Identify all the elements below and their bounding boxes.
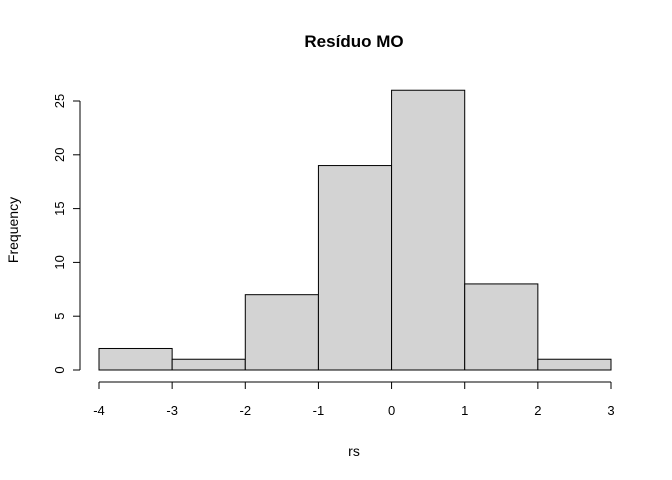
y-tick-label: 25 — [52, 94, 67, 108]
histogram-bar — [98, 347, 173, 371]
x-tick-label: -2 — [240, 403, 252, 418]
y-tick-label: 0 — [52, 366, 67, 373]
x-tick-label: -1 — [313, 403, 325, 418]
y-tick-label: 5 — [52, 313, 67, 320]
x-tick-label: 1 — [461, 403, 468, 418]
x-tick-label: -4 — [93, 403, 105, 418]
x-tick-label: 2 — [534, 403, 541, 418]
histogram-bar — [317, 165, 393, 371]
histogram-bar — [244, 294, 319, 371]
x-axis-label: rs — [348, 443, 360, 459]
histogram-bar — [391, 89, 466, 371]
x-tick-label: 3 — [607, 403, 614, 418]
histogram-bar — [464, 283, 539, 371]
y-axis-label: Frequency — [5, 197, 21, 263]
x-axis: -4 -3 -2 -1 0 1 2 3 — [93, 381, 615, 418]
y-tick-label: 20 — [52, 148, 67, 162]
y-axis: 0 5 10 15 20 25 — [52, 94, 81, 374]
x-tick-label: 0 — [388, 403, 395, 418]
histogram-bar — [171, 358, 246, 371]
y-tick-label: 10 — [52, 255, 67, 269]
x-tick-label: -3 — [166, 403, 178, 418]
chart-title: Resíduo MO — [304, 32, 403, 51]
histogram-bar — [537, 358, 612, 371]
y-tick-label: 15 — [52, 201, 67, 215]
bars-group — [98, 89, 612, 371]
